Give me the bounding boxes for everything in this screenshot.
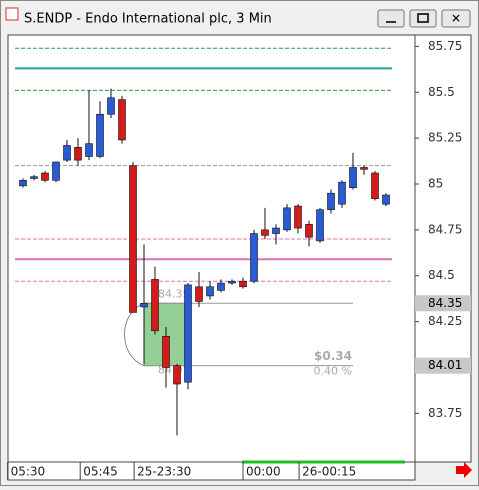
- candle-body: [140, 302, 148, 308]
- candle-body: [118, 99, 126, 141]
- candle-body: [184, 284, 192, 383]
- y-tick-label: 85.75: [428, 39, 462, 53]
- y-tick-label: 85.5: [428, 85, 455, 99]
- window-title: S.ENDP - Endo International plc, 3 Min: [24, 12, 272, 27]
- candle-body: [74, 147, 82, 161]
- candle-body: [261, 229, 269, 236]
- candle-body: [294, 205, 302, 229]
- candle-body: [338, 181, 346, 205]
- candle-body: [19, 180, 27, 187]
- candle-body: [371, 172, 379, 199]
- maximize-icon: [417, 13, 429, 23]
- price-marker-box: [415, 357, 471, 374]
- candle-body: [107, 97, 115, 115]
- x-tick-label: 25-23:30: [137, 465, 191, 479]
- y-tick-label: 85.25: [428, 131, 462, 145]
- candle-body: [151, 279, 159, 332]
- app-icon: [5, 7, 19, 21]
- x-tick-label: 00:00: [246, 465, 281, 479]
- candle-body: [305, 224, 313, 238]
- candle-body: [52, 161, 60, 181]
- y-axis-panel: [414, 34, 472, 463]
- measure-arc: [124, 302, 145, 367]
- x-tick-label: 05:45: [83, 465, 118, 479]
- candle-body: [162, 336, 170, 368]
- price-marker-label: 84.01: [428, 358, 462, 372]
- candle-body: [85, 143, 93, 157]
- close-icon: ✕: [451, 12, 461, 26]
- close-button[interactable]: [441, 9, 471, 28]
- candle-body: [173, 365, 181, 385]
- measure-price: 84.35: [158, 287, 190, 300]
- measure-pct: 0.40 %: [314, 365, 352, 378]
- candle-body: [272, 227, 280, 234]
- candle-body: [228, 280, 236, 284]
- candle-body: [96, 113, 104, 157]
- plot-area: [7, 34, 416, 463]
- scroll-arrow[interactable]: [456, 462, 472, 478]
- candle-body: [360, 167, 368, 170]
- candle-body: [327, 192, 335, 210]
- candle-body: [239, 280, 247, 288]
- y-tick-label: 85: [428, 177, 443, 191]
- x-tick-label: 26-00:15: [302, 465, 356, 479]
- candle-body: [283, 207, 291, 231]
- y-tick-label: 84.5: [428, 268, 455, 282]
- maximize-button[interactable]: [409, 9, 437, 28]
- candle-body: [382, 194, 390, 205]
- candle-body: [349, 167, 357, 188]
- y-tick-label: 84.25: [428, 314, 462, 328]
- y-tick-label: 83.75: [428, 406, 462, 420]
- candle-body: [41, 172, 49, 181]
- candle-body: [30, 176, 38, 179]
- measure-change: $0.34: [314, 349, 352, 363]
- candle-body: [217, 282, 225, 291]
- y-tick-label: 84.75: [428, 222, 462, 236]
- candle-body: [316, 209, 324, 242]
- candle-body: [195, 286, 203, 302]
- candle-body: [250, 233, 258, 282]
- candle-body: [63, 145, 71, 161]
- candle-body: [206, 286, 214, 297]
- price-marker-label: 84.35: [428, 296, 462, 310]
- price-marker-box: [415, 295, 471, 312]
- minimize-button[interactable]: [377, 9, 405, 28]
- candle-body: [129, 165, 137, 313]
- x-tick-label: 05:30: [11, 465, 46, 479]
